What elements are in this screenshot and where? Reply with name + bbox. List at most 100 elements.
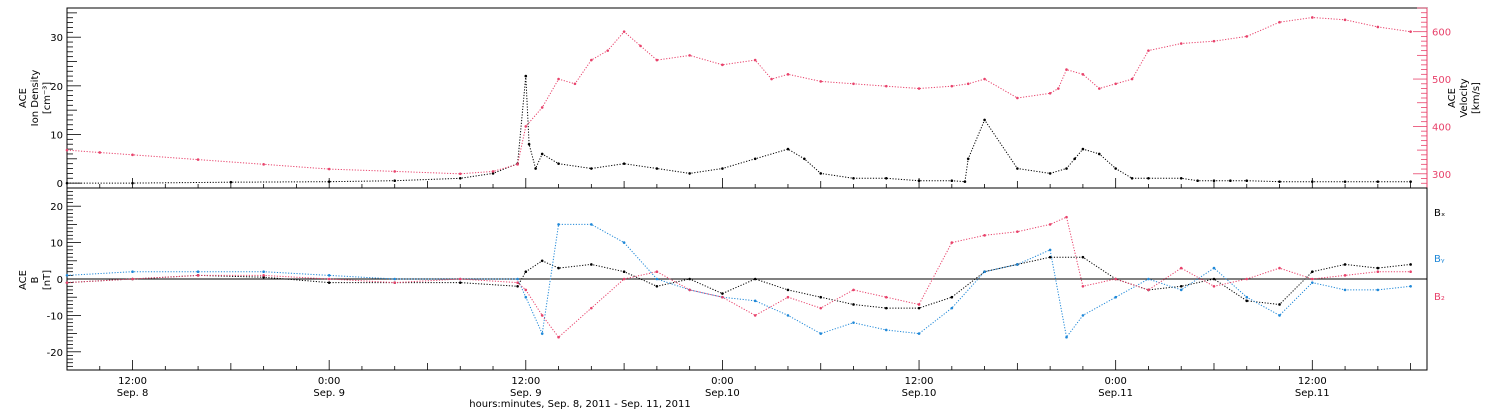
density-point [393, 179, 397, 183]
density-point [655, 167, 659, 170]
b-axis-label-line: B [30, 276, 41, 283]
velocity-point [688, 54, 691, 57]
velocity-point [393, 170, 397, 173]
b-point-1 [262, 270, 265, 274]
legend-entry: Bᵧ [1434, 254, 1445, 265]
b-point-1 [65, 274, 69, 277]
density-tick-label: 30 [50, 33, 63, 44]
velocity-point [721, 63, 724, 67]
density-axis-label-line: [cm⁻³] [42, 82, 53, 114]
density-tick-label: 0 [57, 179, 63, 190]
b-point-0 [1278, 303, 1281, 306]
velocity-point [1130, 77, 1134, 81]
density-point [1081, 147, 1085, 151]
b-point-1 [590, 223, 593, 226]
density-point [983, 118, 986, 122]
density-point [458, 176, 462, 180]
density-tick-label: 10 [50, 130, 63, 141]
velocity-tick-label: 600 [1432, 28, 1451, 39]
b-point-0 [1409, 263, 1412, 266]
b-point-2 [852, 288, 855, 292]
b-point-1 [753, 299, 757, 303]
b-point-2 [753, 314, 757, 317]
b-axis-label-line: ACE [18, 270, 29, 290]
bottom-panel: 20 10 0 -10 -20 ACE B [nT] Bₓ Bᵧ B₂ [18, 187, 1445, 371]
b-point-1 [131, 270, 134, 274]
b-point-2 [458, 277, 462, 281]
b-point-0 [327, 281, 331, 284]
density-point [950, 179, 954, 183]
density-point [1278, 180, 1281, 183]
density-point [688, 172, 691, 175]
velocity-series-line [66, 16, 1411, 175]
velocity-point [1057, 87, 1060, 90]
density-point [852, 176, 855, 180]
velocity-point [917, 87, 921, 90]
b-point-1 [1081, 314, 1085, 317]
velocity-point [884, 84, 888, 88]
velocity-point [65, 148, 69, 152]
density-point [65, 181, 69, 185]
x-tick-date-label: Sep.10 [705, 388, 740, 399]
b-point-2 [1048, 223, 1052, 226]
b-point-0 [1245, 299, 1249, 303]
density-axis-label-line: Ion Density [30, 70, 41, 127]
b-point-1 [655, 277, 659, 281]
x-tick-time-label: 12:00 [511, 376, 540, 387]
b-point-2 [983, 234, 986, 237]
density-point [1229, 179, 1232, 183]
b-point-0 [524, 270, 528, 274]
b-point-2 [688, 288, 691, 292]
velocity-point [1048, 91, 1052, 95]
b-point-1 [1311, 281, 1314, 284]
b-point-1 [1343, 288, 1347, 292]
b-point-1 [393, 277, 397, 281]
density-point [963, 180, 967, 183]
velocity-tick-label: 300 [1432, 170, 1451, 181]
b-point-0 [458, 281, 462, 284]
velocity-point [753, 58, 757, 62]
x-tick-date-label: Sep.11 [1295, 388, 1330, 399]
x-tick-time-label: 12:00 [1298, 376, 1327, 387]
b-point-1 [622, 241, 626, 244]
b-point-0 [852, 303, 855, 306]
b-point-1 [786, 314, 790, 317]
velocity-point [1311, 16, 1314, 19]
b-point-2 [1311, 277, 1314, 281]
b-tick-label: 20 [50, 202, 63, 213]
b-point-1 [983, 270, 986, 274]
b-point-0 [1343, 263, 1347, 266]
velocity-point [1212, 39, 1216, 43]
b-point-0 [688, 277, 691, 281]
b-point-2 [1179, 266, 1183, 270]
b-point-2 [786, 295, 790, 299]
x-tick-date-label: Sep.11 [1098, 388, 1133, 399]
b-point-0 [950, 295, 954, 299]
velocity-point [622, 30, 626, 33]
b-point-1 [1409, 284, 1412, 288]
velocity-point [950, 84, 954, 88]
velocity-point [573, 82, 577, 86]
b-point-1 [1065, 335, 1068, 339]
x-tick-date-label: Sep.10 [902, 388, 937, 399]
b-point-1 [884, 328, 888, 332]
velocity-point [786, 73, 790, 76]
velocity-point [1278, 20, 1281, 24]
b-series-line-2 [66, 216, 1411, 338]
b-point-0 [1212, 277, 1216, 281]
density-axis-label-line: ACE [18, 88, 29, 108]
b-tick-label: 0 [57, 275, 63, 286]
b-point-1 [196, 270, 200, 274]
b-point-2 [1245, 277, 1249, 281]
velocity-point [983, 77, 986, 81]
density-tick-label: 20 [50, 82, 63, 93]
density-point [819, 172, 823, 175]
b-point-0 [655, 284, 659, 288]
b-point-1 [327, 274, 331, 277]
b-series-line-0 [66, 256, 1411, 309]
velocity-point [557, 77, 560, 81]
b-point-1 [1278, 314, 1281, 317]
